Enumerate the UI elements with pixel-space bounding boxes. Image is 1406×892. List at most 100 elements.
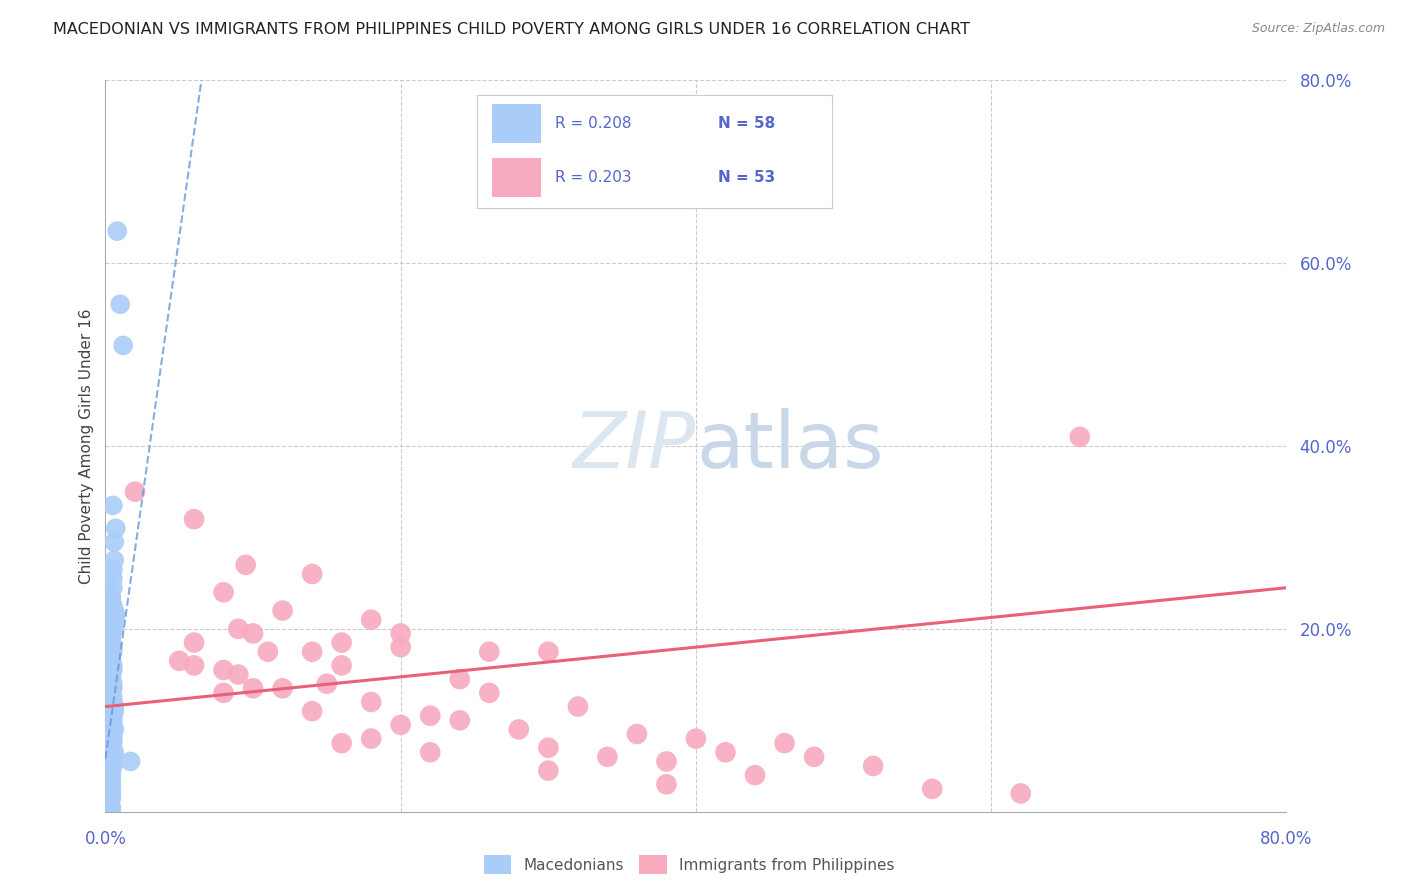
Point <box>256 645 278 659</box>
Point <box>101 562 124 576</box>
Point <box>271 681 294 696</box>
Point <box>242 681 264 696</box>
Point <box>271 603 294 617</box>
Point <box>596 749 619 764</box>
Point <box>105 224 128 238</box>
Point <box>212 663 235 677</box>
Point <box>101 759 124 773</box>
Point <box>101 714 124 728</box>
Point <box>100 772 122 787</box>
Point <box>101 599 124 613</box>
Point <box>685 731 707 746</box>
Point <box>478 686 501 700</box>
Point <box>103 603 125 617</box>
Point <box>112 338 135 352</box>
Point <box>103 553 125 567</box>
Point <box>655 777 678 791</box>
Point <box>449 672 471 686</box>
Text: 80.0%: 80.0% <box>1260 830 1313 848</box>
Text: atlas: atlas <box>696 408 883 484</box>
Point <box>315 676 337 690</box>
Y-axis label: Child Poverty Among Girls Under 16: Child Poverty Among Girls Under 16 <box>79 309 94 583</box>
Point <box>100 594 122 608</box>
Point <box>1069 430 1091 444</box>
Point <box>101 617 124 632</box>
Point <box>100 626 122 640</box>
Point <box>101 718 124 732</box>
Point <box>100 764 122 778</box>
Point <box>103 699 125 714</box>
Point <box>100 777 122 791</box>
Point <box>100 667 122 681</box>
Point <box>921 781 943 796</box>
Point <box>508 723 530 737</box>
Point <box>103 613 125 627</box>
Point <box>103 745 125 759</box>
Point <box>537 740 560 755</box>
Point <box>103 535 125 549</box>
Point <box>100 768 122 782</box>
Point <box>567 699 589 714</box>
Point <box>110 297 132 311</box>
Point <box>101 645 124 659</box>
Point <box>101 676 124 690</box>
Point <box>1010 787 1032 801</box>
Point <box>226 667 250 681</box>
Point <box>101 658 124 673</box>
Point <box>101 749 124 764</box>
Point <box>104 608 127 623</box>
Point <box>360 695 382 709</box>
Point <box>101 499 124 513</box>
Point <box>103 622 125 636</box>
Point <box>101 663 124 677</box>
Point <box>101 708 124 723</box>
Point <box>101 727 124 741</box>
Text: 0.0%: 0.0% <box>84 830 127 848</box>
Point <box>101 581 124 595</box>
Text: MACEDONIAN VS IMMIGRANTS FROM PHILIPPINES CHILD POVERTY AMONG GIRLS UNDER 16 COR: MACEDONIAN VS IMMIGRANTS FROM PHILIPPINE… <box>53 22 970 37</box>
Point <box>100 740 122 755</box>
Point <box>100 686 122 700</box>
Point <box>360 731 382 746</box>
Point <box>301 704 323 718</box>
Point <box>330 658 353 673</box>
Point <box>478 645 501 659</box>
Point <box>537 764 560 778</box>
Point <box>537 645 560 659</box>
Point <box>120 755 142 769</box>
Point <box>183 512 205 526</box>
Point <box>100 631 122 645</box>
Point <box>330 635 353 649</box>
Text: ZIP: ZIP <box>574 408 696 484</box>
Point <box>360 613 382 627</box>
Point <box>626 727 648 741</box>
Text: Source: ZipAtlas.com: Source: ZipAtlas.com <box>1251 22 1385 36</box>
Point <box>301 645 323 659</box>
Point <box>100 649 122 664</box>
Point <box>226 622 250 636</box>
Point <box>449 714 471 728</box>
Point <box>101 736 124 750</box>
Point <box>655 755 678 769</box>
Point <box>389 626 412 640</box>
Point <box>744 768 766 782</box>
Legend: Macedonians, Immigrants from Philippines: Macedonians, Immigrants from Philippines <box>478 849 900 880</box>
Point <box>330 736 353 750</box>
Point <box>100 672 122 686</box>
Point <box>183 635 205 649</box>
Point <box>100 800 122 814</box>
Point <box>419 745 441 759</box>
Point <box>101 695 124 709</box>
Point <box>714 745 737 759</box>
Point <box>100 635 122 649</box>
Point <box>100 590 122 604</box>
Point <box>101 572 124 586</box>
Point <box>389 640 412 655</box>
Point <box>124 484 146 499</box>
Point <box>862 759 884 773</box>
Point <box>183 658 205 673</box>
Point <box>235 558 257 572</box>
Point <box>101 681 124 696</box>
Point <box>101 690 124 705</box>
Point <box>100 781 122 796</box>
